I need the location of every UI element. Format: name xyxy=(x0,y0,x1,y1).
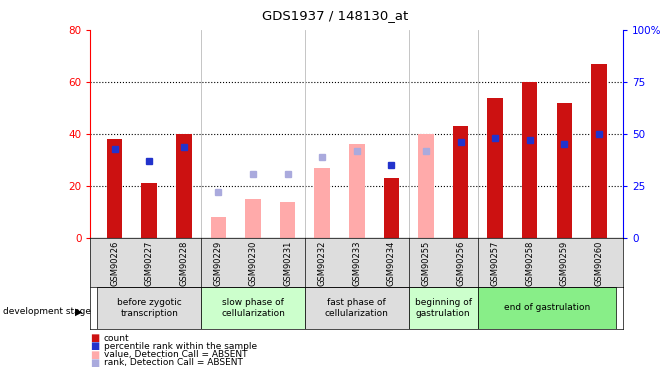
Text: GSM90233: GSM90233 xyxy=(352,241,361,286)
Text: GSM90229: GSM90229 xyxy=(214,241,223,286)
Text: GSM90255: GSM90255 xyxy=(421,241,430,286)
Text: GSM90232: GSM90232 xyxy=(318,241,327,286)
Bar xyxy=(487,98,503,238)
Text: ■: ■ xyxy=(90,358,100,368)
Bar xyxy=(522,82,537,238)
Text: ■: ■ xyxy=(90,333,100,343)
Bar xyxy=(591,64,606,238)
Text: fast phase of
cellularization: fast phase of cellularization xyxy=(325,298,389,318)
Text: GSM90227: GSM90227 xyxy=(145,241,153,286)
Bar xyxy=(314,168,330,238)
Text: slow phase of
cellularization: slow phase of cellularization xyxy=(221,298,285,318)
Text: value, Detection Call = ABSENT: value, Detection Call = ABSENT xyxy=(104,350,247,359)
Bar xyxy=(305,287,409,328)
Text: GSM90258: GSM90258 xyxy=(525,241,534,286)
Bar xyxy=(245,199,261,238)
Text: ■: ■ xyxy=(90,350,100,360)
Text: percentile rank within the sample: percentile rank within the sample xyxy=(104,342,257,351)
Text: GSM90228: GSM90228 xyxy=(180,241,188,286)
Bar xyxy=(453,126,468,238)
Text: GSM90230: GSM90230 xyxy=(249,241,257,286)
Bar xyxy=(280,202,295,238)
Bar xyxy=(201,287,305,328)
Text: ■: ■ xyxy=(90,342,100,351)
Text: GSM90260: GSM90260 xyxy=(594,241,604,286)
Text: end of gastrulation: end of gastrulation xyxy=(504,303,590,312)
Text: GSM90259: GSM90259 xyxy=(560,241,569,286)
Text: rank, Detection Call = ABSENT: rank, Detection Call = ABSENT xyxy=(104,358,243,368)
Bar xyxy=(210,217,226,238)
Bar xyxy=(557,103,572,238)
Text: GSM90257: GSM90257 xyxy=(490,241,500,286)
Text: GSM90234: GSM90234 xyxy=(387,241,396,286)
Bar xyxy=(141,183,157,238)
Text: before zygotic
transcription: before zygotic transcription xyxy=(117,298,182,318)
Text: GSM90256: GSM90256 xyxy=(456,241,465,286)
Text: count: count xyxy=(104,334,129,343)
Text: beginning of
gastrulation: beginning of gastrulation xyxy=(415,298,472,318)
Text: development stage: development stage xyxy=(3,308,91,316)
Text: ▶: ▶ xyxy=(75,307,83,317)
Text: GSM90231: GSM90231 xyxy=(283,241,292,286)
Text: GSM90226: GSM90226 xyxy=(110,241,119,286)
Bar xyxy=(176,134,192,238)
Bar xyxy=(97,287,201,328)
Bar xyxy=(478,287,616,328)
Bar xyxy=(418,134,433,238)
Bar xyxy=(384,178,399,238)
Text: GDS1937 / 148130_at: GDS1937 / 148130_at xyxy=(262,9,408,22)
Bar xyxy=(409,287,478,328)
Bar xyxy=(107,139,123,238)
Bar xyxy=(349,144,364,238)
